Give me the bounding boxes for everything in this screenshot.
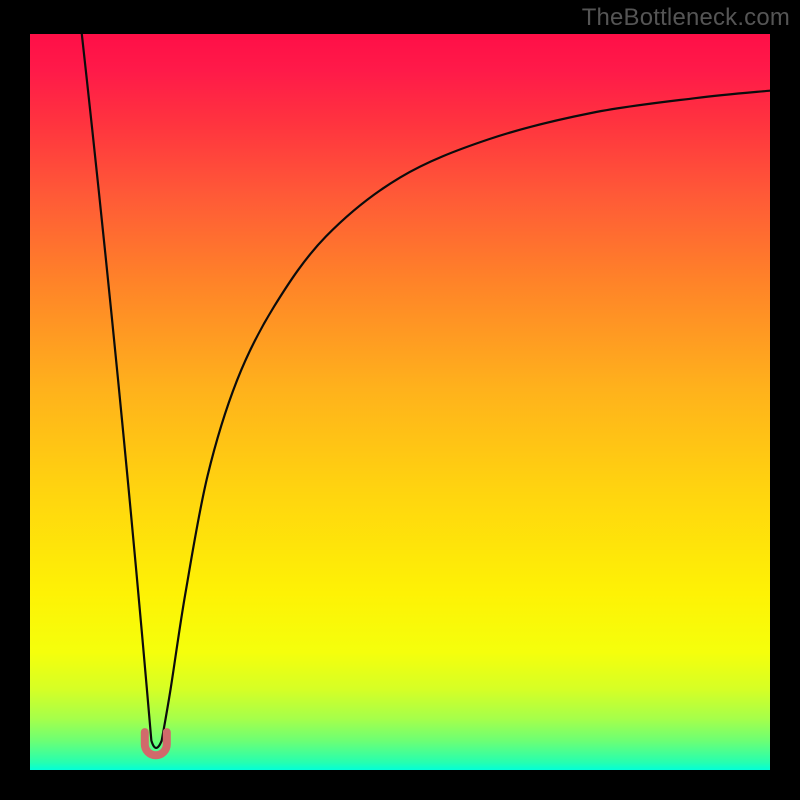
chart-container: TheBottleneck.com	[0, 0, 800, 800]
plot-area	[30, 34, 770, 770]
bottleneck-curve-chart	[30, 34, 770, 770]
watermark-text: TheBottleneck.com	[582, 4, 790, 32]
gradient-background	[30, 34, 770, 770]
